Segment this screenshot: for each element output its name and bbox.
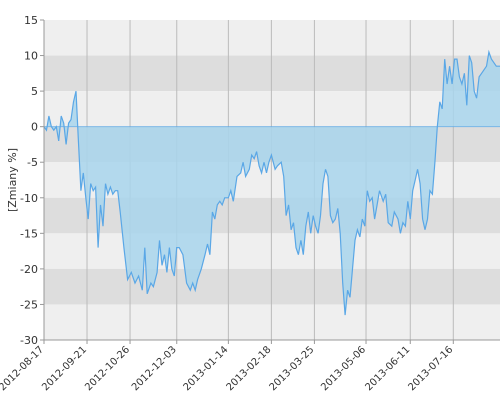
x-tick-label: 2012-10-26	[83, 344, 132, 393]
y-tick-label: -20	[20, 263, 38, 276]
background-band	[44, 304, 500, 340]
area-layer	[43, 49, 500, 316]
x-tick-label: 2013-05-06	[319, 344, 368, 393]
background-band	[44, 197, 500, 234]
x-tick-label: 2013-03-25	[268, 344, 317, 393]
y-tick-label: 0	[31, 121, 38, 134]
y-tick-label: -25	[20, 298, 38, 311]
y-axis-ticks: 15 10 5 0 -5 -10 -15 -20 -25 -30	[20, 14, 44, 347]
x-axis-ticks: 2012-08-172012-09-212012-10-262012-12-03…	[0, 340, 455, 393]
y-tick-label: 5	[31, 85, 38, 98]
x-tick-label: 2012-12-03	[130, 344, 179, 393]
x-tick-label: 2012-08-17	[0, 344, 46, 393]
x-tick-label: 2013-02-18	[225, 344, 274, 393]
axes	[43, 20, 500, 341]
background-band	[44, 268, 500, 305]
y-tick-label: -15	[20, 227, 38, 240]
x-tick-label: 2012-09-21	[40, 344, 89, 393]
y-tick-label: 10	[24, 50, 38, 63]
y-axis-label: [Zmiany %]	[6, 148, 19, 212]
background-band	[44, 20, 500, 56]
y-tick-label: -10	[20, 192, 38, 205]
x-tick-label: 2013-01-14	[182, 344, 231, 393]
background-band	[44, 233, 500, 269]
y-tick-label: 15	[24, 14, 38, 27]
background-band	[44, 91, 500, 127]
background-band	[44, 55, 500, 92]
series-line	[43, 49, 500, 316]
y-tick-label: -30	[20, 334, 38, 347]
series-area-fill	[44, 52, 500, 316]
x-tick-label: 2013-06-11	[364, 344, 413, 393]
y-tick-label: -5	[27, 156, 38, 169]
x-tick-label: 2013-07-16	[407, 344, 456, 393]
